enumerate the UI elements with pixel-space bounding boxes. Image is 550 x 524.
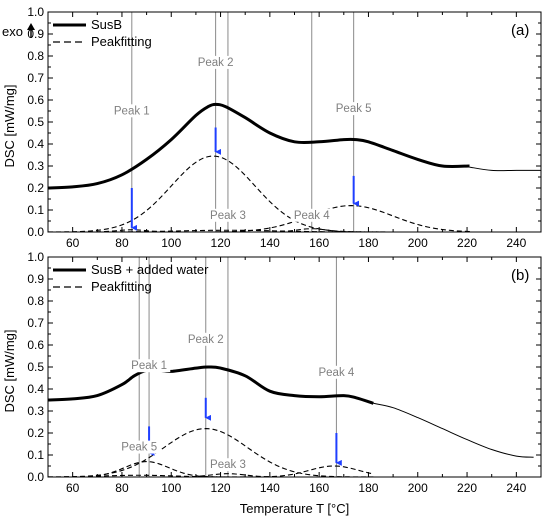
peak-label-bg: [206, 208, 250, 222]
y-axis-label: DSC [mW/mg]: [2, 329, 17, 412]
exo-label: exo: [2, 24, 23, 39]
x-tick-label: 180: [358, 236, 378, 250]
peak-label: Peak 3: [210, 210, 246, 222]
y-tick-label: 0.6: [27, 93, 44, 107]
y-tick-label: 0.5: [27, 360, 44, 374]
peak-label-bg: [184, 332, 227, 346]
y-tick-label: 0.7: [27, 71, 44, 85]
x-tick-label: 140: [260, 481, 280, 495]
peak-label: Peak 2: [188, 334, 224, 346]
x-tick-label: 240: [506, 236, 526, 250]
x-tick-label: 200: [408, 481, 428, 495]
peak-label: Peak 4: [294, 210, 330, 222]
x-tick-label: 80: [115, 481, 129, 495]
series-line: [48, 205, 472, 232]
y-tick-label: 0.8: [27, 294, 44, 308]
y-tick-label: 0.0: [27, 470, 44, 484]
x-tick-label: 80: [115, 236, 129, 250]
y-tick-label: 1.0: [27, 250, 44, 264]
legend-label: Peakfitting: [91, 279, 152, 294]
exo-arrow-head: [27, 23, 35, 30]
peak-label-bg: [332, 102, 375, 116]
x-tick-label: 100: [161, 236, 181, 250]
peak-label-bg: [315, 365, 358, 379]
peak-label: Peak 1: [114, 105, 150, 117]
series-line: [48, 155, 472, 232]
y-tick-label: 0.2: [27, 426, 44, 440]
y-tick-label: 0.9: [27, 272, 44, 286]
panel-a: Peak 1 Peak 2 Peak 3 Peak 4 Peak 5 0.0 0.1 0.2 0…: [2, 5, 542, 250]
y-tick-label: 0.1: [27, 448, 44, 462]
y-tick-label: 0.6: [27, 338, 44, 352]
x-tick-label: 60: [66, 236, 80, 250]
peak-label-bg: [290, 208, 333, 222]
y-tick-label: 0.1: [27, 203, 44, 217]
x-tick-label: 160: [309, 481, 329, 495]
x-tick-label: 120: [211, 236, 231, 250]
peak-label-bg: [127, 359, 171, 373]
panel-b: Peak 1 Peak 2 Peak 3 Peak 4 Peak 5 0.0 0.1 0.2 0…: [2, 250, 542, 516]
x-tick-label: 160: [309, 236, 329, 250]
x-tick-label: 200: [408, 236, 428, 250]
peak-label: Peak 4: [318, 367, 354, 379]
y-tick-label: 0.4: [27, 382, 44, 396]
y-axis-label: DSC [mW/mg]: [2, 84, 17, 167]
peak-label: Peak 5: [121, 442, 157, 454]
y-tick-label: 0.4: [27, 137, 44, 151]
x-tick-label: 240: [506, 481, 526, 495]
peak-label-bg: [110, 104, 154, 118]
y-tick-label: 0.8: [27, 49, 44, 63]
peak-label: Peak 2: [198, 57, 234, 69]
y-tick-label: 0.2: [27, 181, 44, 195]
y-tick-label: 0.3: [27, 404, 44, 418]
x-tick-label: 60: [66, 481, 80, 495]
x-tick-label: 220: [457, 236, 477, 250]
legend-label: Peakfitting: [91, 34, 152, 49]
peak-label: Peak 3: [210, 459, 246, 471]
y-tick-label: 0.5: [27, 115, 44, 129]
peak-label: Peak 1: [131, 360, 167, 372]
series-line: [48, 473, 374, 477]
series-line: [48, 365, 374, 405]
x-tick-label: 140: [260, 236, 280, 250]
y-tick-label: 0.0: [27, 225, 44, 239]
peak-label-bg: [206, 458, 250, 472]
series-line: [48, 229, 472, 232]
y-tick-label: 0.7: [27, 316, 44, 330]
panel-tag: (a): [511, 22, 529, 39]
legend-label: SusB + added water: [91, 262, 209, 277]
x-tick-label: 180: [358, 481, 378, 495]
series-line: [469, 166, 541, 172]
legend-label: SusB: [91, 17, 122, 32]
x-tick-label: 100: [161, 481, 181, 495]
x-tick-label: 120: [211, 481, 231, 495]
x-axis-label: Temperature T [°C]: [240, 501, 349, 516]
y-tick-label: 0.3: [27, 159, 44, 173]
series-line: [373, 402, 534, 458]
series-line: [48, 465, 374, 477]
series-line: [48, 102, 470, 190]
y-tick-label: 1.0: [27, 5, 44, 19]
panel-tag: (b): [511, 267, 529, 284]
x-tick-label: 220: [457, 481, 477, 495]
plot-area: [48, 365, 534, 477]
peak-label-bg: [194, 55, 237, 69]
peak-label-bg: [118, 440, 161, 454]
peak-label: Peak 5: [336, 103, 372, 115]
